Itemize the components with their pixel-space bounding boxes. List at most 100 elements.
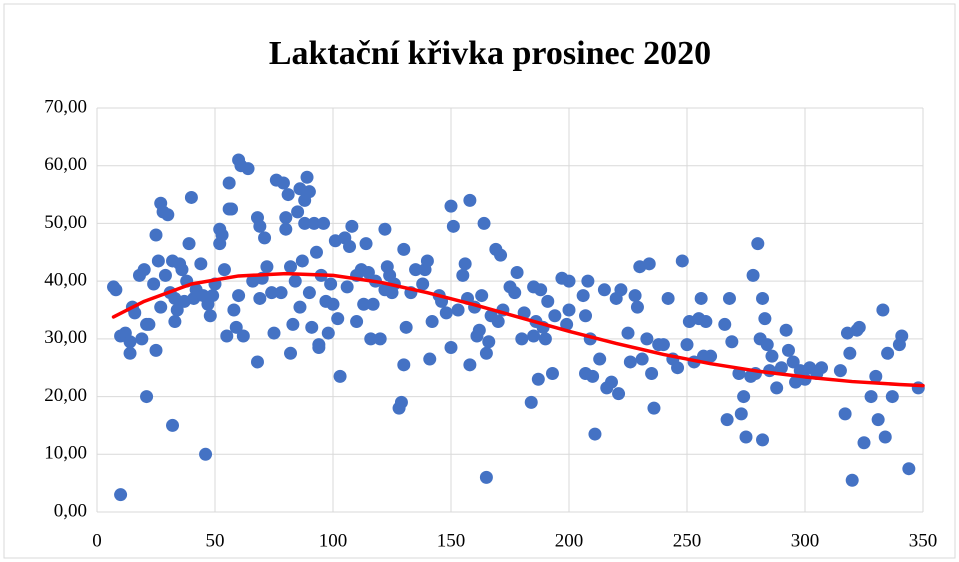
data-point: [260, 260, 274, 274]
data-point: [463, 193, 477, 207]
y-tick-label: 20,00: [44, 385, 87, 406]
data-point: [302, 286, 316, 300]
data-point: [541, 294, 555, 308]
data-point: [345, 219, 359, 233]
data-point: [298, 216, 312, 230]
data-point: [562, 303, 576, 317]
data-point: [123, 346, 137, 360]
data-point: [350, 315, 364, 329]
data-point: [760, 338, 774, 352]
data-point: [704, 349, 718, 363]
data-point: [645, 366, 659, 380]
data-point: [548, 309, 562, 323]
x-tick-label: 250: [673, 530, 702, 551]
data-point: [168, 315, 182, 329]
data-point: [284, 260, 298, 274]
data-point: [902, 462, 916, 476]
data-point: [416, 277, 430, 291]
data-point: [364, 332, 378, 346]
data-point: [267, 326, 281, 340]
x-tick-label: 300: [791, 530, 820, 551]
data-point: [274, 286, 288, 300]
data-point: [527, 329, 541, 343]
y-tick-label: 50,00: [44, 212, 87, 233]
trend-line: [111, 271, 925, 388]
data-point: [286, 317, 300, 331]
x-tick-label: 50: [206, 530, 225, 551]
data-point: [279, 211, 293, 225]
data-point: [305, 320, 319, 334]
data-point: [175, 263, 189, 277]
data-point: [579, 309, 593, 323]
data-point: [253, 291, 267, 305]
data-point: [284, 346, 298, 360]
data-point: [206, 289, 220, 303]
data-point: [560, 317, 574, 331]
data-point: [194, 257, 208, 271]
data-point: [456, 268, 470, 282]
data-point: [576, 289, 590, 303]
data-point: [843, 346, 857, 360]
data-point: [737, 390, 751, 404]
data-point: [774, 361, 788, 375]
data-point: [779, 323, 793, 337]
y-tick-label: 40,00: [44, 270, 87, 291]
data-point: [423, 352, 437, 366]
data-point: [597, 283, 611, 297]
data-point: [881, 346, 895, 360]
data-point: [444, 199, 458, 213]
data-point: [833, 364, 847, 378]
data-point: [420, 254, 434, 268]
data-point: [312, 341, 326, 355]
data-point: [510, 265, 524, 279]
data-point: [734, 407, 748, 421]
data-point: [725, 335, 739, 349]
data-point: [621, 326, 635, 340]
data-point: [885, 390, 899, 404]
data-point: [397, 242, 411, 256]
data-point: [309, 245, 323, 259]
data-point: [366, 297, 380, 311]
data-point: [135, 332, 149, 346]
data-point: [317, 216, 331, 230]
data-point: [604, 375, 618, 389]
data-point: [857, 436, 871, 450]
data-point: [293, 300, 307, 314]
data-point: [614, 283, 628, 297]
data-point: [149, 228, 163, 242]
data-point: [220, 329, 234, 343]
data-point: [326, 297, 340, 311]
data-point: [446, 219, 460, 233]
data-point: [357, 297, 371, 311]
data-point: [781, 343, 795, 357]
data-point: [871, 413, 885, 427]
data-point: [222, 176, 236, 190]
data-point: [864, 390, 878, 404]
data-point: [253, 219, 267, 233]
data-point: [647, 401, 661, 415]
data-point: [225, 202, 239, 216]
x-tick-label: 150: [437, 530, 466, 551]
data-point: [756, 291, 770, 305]
data-point: [758, 312, 772, 326]
data-point: [295, 254, 309, 268]
data-point: [123, 335, 137, 349]
y-tick-label: 10,00: [44, 443, 87, 464]
data-point: [199, 447, 213, 461]
data-point: [586, 369, 600, 383]
data-point: [300, 170, 314, 184]
data-point: [491, 315, 505, 329]
data-point: [236, 329, 250, 343]
data-point: [232, 289, 246, 303]
data-point: [137, 263, 151, 277]
data-point: [722, 291, 736, 305]
data-point: [538, 332, 552, 346]
data-point: [482, 335, 496, 349]
data-point: [479, 470, 493, 484]
x-tick-label: 0: [92, 530, 102, 551]
x-tick-label: 350: [909, 530, 938, 551]
x-tick-label: 100: [319, 530, 348, 551]
data-point: [675, 254, 689, 268]
data-point: [182, 237, 196, 251]
